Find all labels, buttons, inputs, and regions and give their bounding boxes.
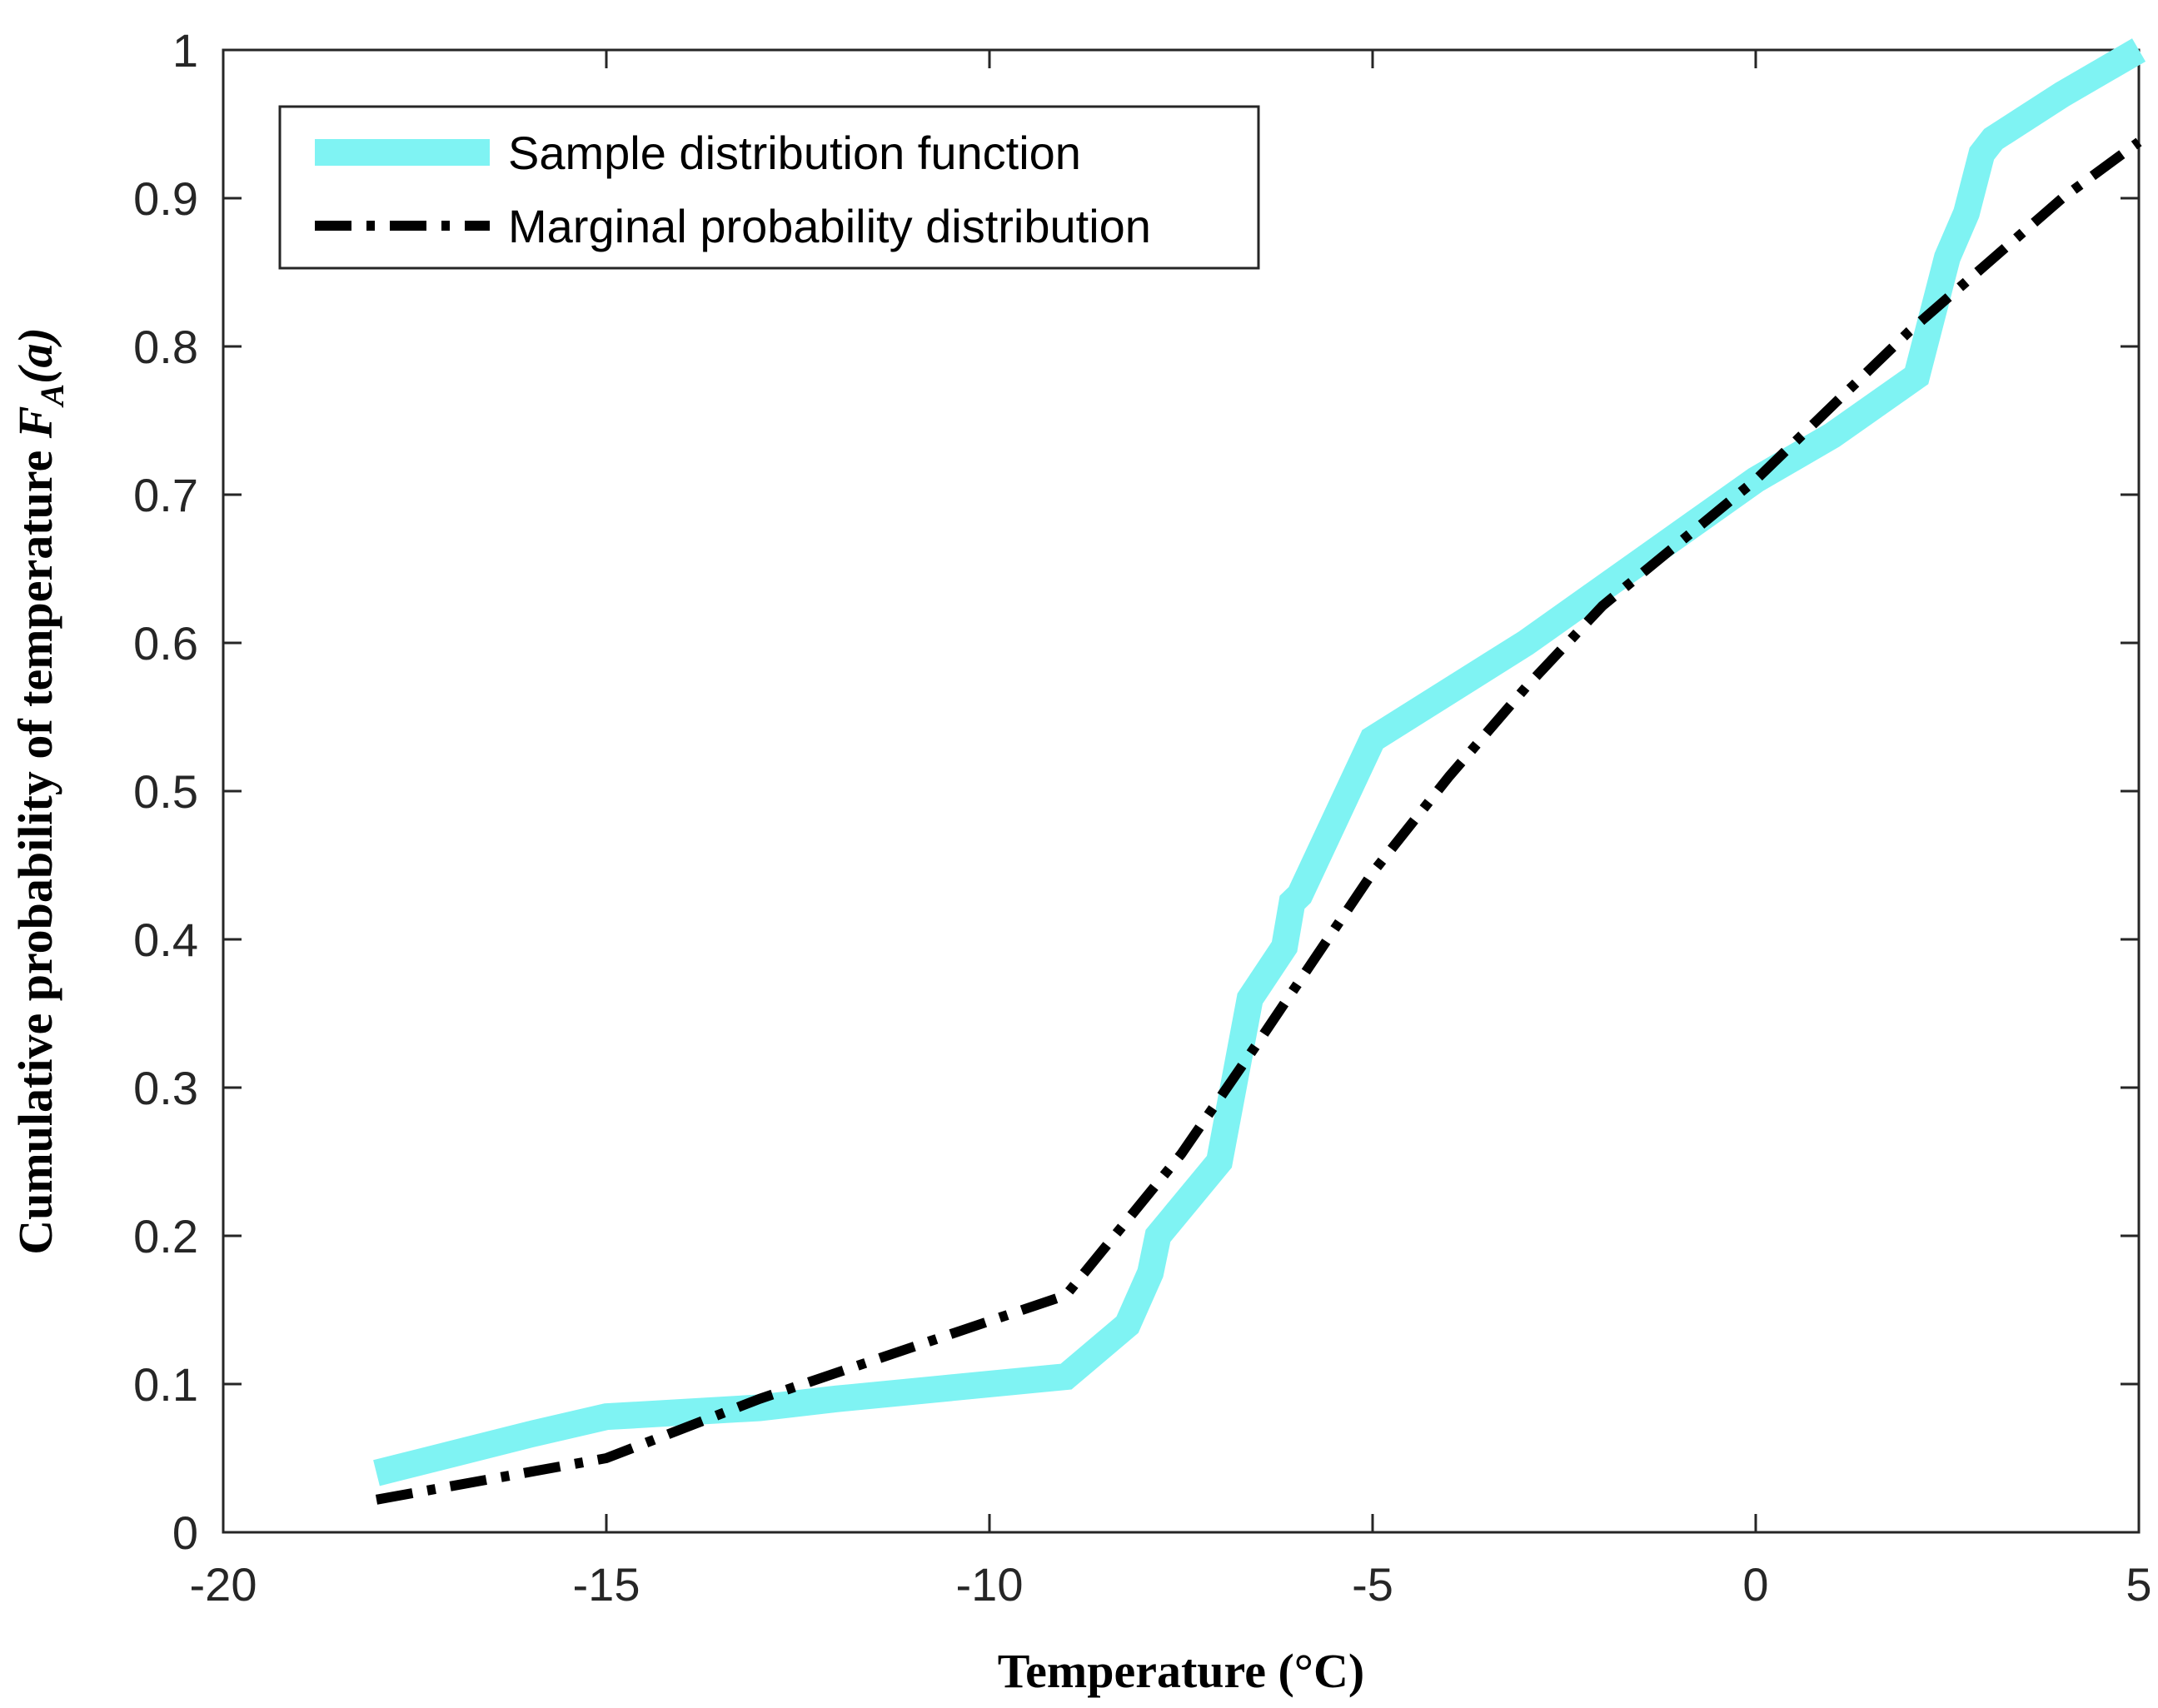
- y-tick-label: 0.4: [133, 914, 198, 966]
- y-axis-title-arg: (a): [8, 327, 62, 384]
- legend-label-sample: Sample distribution function: [508, 127, 1081, 179]
- x-tick-label: 5: [2126, 1558, 2151, 1611]
- y-tick-label: 0: [172, 1506, 198, 1559]
- plot-area: [222, 48, 2141, 1534]
- legend-label-marginal: Marginal probability distribution: [508, 200, 1151, 252]
- series-layer: [373, 38, 2146, 1505]
- x-tick-label: -20: [190, 1558, 257, 1611]
- y-tick-label: 1: [172, 24, 198, 77]
- y-tick-label: 0.6: [133, 617, 198, 670]
- y-tick-label: 0.7: [133, 469, 198, 521]
- series-line-sample: [373, 38, 2146, 1486]
- x-axis-title: Temperature (°C): [998, 1644, 1364, 1698]
- y-axis-title-prefix: Cumulative probability of temperature: [8, 438, 62, 1255]
- y-tick-label: 0.5: [133, 765, 198, 818]
- y-axis: 0 0.1 0.2 0.3 0.4 0.5 0.6 0.7 0.8 0.9 1: [133, 24, 2139, 1559]
- x-tick-label: 0: [1742, 1558, 1768, 1611]
- legend-box: [278, 105, 1260, 270]
- axes-box: [222, 48, 2141, 1534]
- x-tick-label: -5: [1352, 1558, 1393, 1611]
- x-tick-label: -15: [573, 1558, 640, 1611]
- y-tick-label: 0.3: [133, 1062, 198, 1114]
- y-tick-label: 0.9: [133, 172, 198, 225]
- y-tick-label: 0.1: [133, 1358, 198, 1411]
- y-axis-title: Cumulative probability of temperature FA…: [8, 327, 71, 1255]
- legend: Sample distribution function Marginal pr…: [278, 105, 1260, 270]
- y-tick-label: 0.2: [133, 1210, 198, 1262]
- x-axis: -20 -15 -10 -5 0 5: [190, 50, 2152, 1611]
- x-tick-label: -10: [956, 1558, 1024, 1611]
- y-axis-title-symbol: F: [8, 406, 62, 440]
- y-tick-label: 0.8: [133, 321, 198, 373]
- series-line-marginal: [375, 137, 2142, 1505]
- y-axis-title-subscript: A: [33, 384, 71, 409]
